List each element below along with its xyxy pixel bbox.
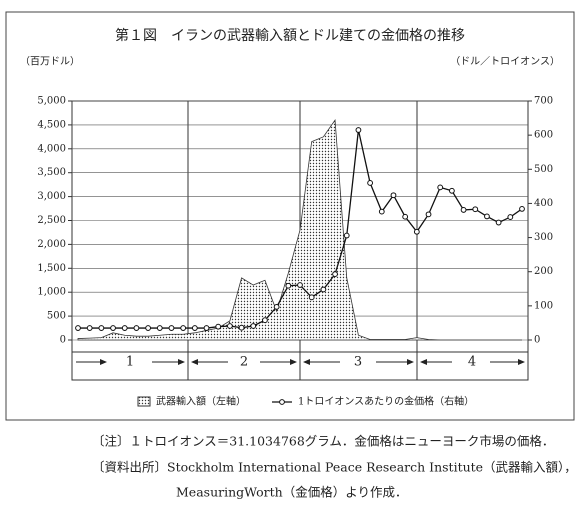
y2-tick-label: 100 xyxy=(534,300,553,311)
marker xyxy=(297,282,303,288)
marker xyxy=(367,180,374,186)
marker xyxy=(460,207,467,213)
y-tick-label: 0 xyxy=(60,335,66,346)
marker xyxy=(145,325,152,331)
marker xyxy=(437,184,444,191)
marker xyxy=(262,317,268,324)
marker xyxy=(250,323,257,329)
marker xyxy=(156,325,163,331)
marker xyxy=(133,325,140,331)
area xyxy=(77,118,522,341)
y-tick-label: 4,500 xyxy=(37,119,66,130)
y-tick-label: 1,500 xyxy=(37,263,66,274)
marker xyxy=(285,282,292,289)
marker xyxy=(495,219,502,226)
y-tick-label: 2,000 xyxy=(37,239,66,250)
marker xyxy=(308,294,315,301)
y2-tick-label: 400 xyxy=(534,198,553,209)
marker xyxy=(203,325,210,331)
marker xyxy=(413,228,420,235)
chart-frame xyxy=(5,11,575,421)
y-tick-label: 4,000 xyxy=(37,143,66,154)
y2-tick-label: 200 xyxy=(534,266,553,277)
period-label: 4 xyxy=(468,355,476,370)
legend-label: 武器輸入額（左軸） xyxy=(156,395,246,408)
marker xyxy=(168,325,175,331)
y-tick-label: 5,000 xyxy=(37,96,66,107)
marker xyxy=(484,213,490,220)
marker xyxy=(343,232,350,239)
marker xyxy=(507,214,514,220)
marker xyxy=(273,303,280,310)
marker xyxy=(75,325,81,331)
marker xyxy=(425,211,432,218)
legend-swatch xyxy=(137,396,151,407)
y2-tick-label: 0 xyxy=(534,335,540,346)
marker xyxy=(191,325,198,331)
y2-tick-label: 600 xyxy=(534,130,553,141)
y2-tick-label: 700 xyxy=(534,96,553,107)
period-label: 2 xyxy=(240,355,248,370)
marker xyxy=(121,325,128,331)
marker xyxy=(226,323,233,329)
y-tick-label: 3,500 xyxy=(37,167,66,178)
note: 〔資料出所〕Stockholm International Peace Rese… xyxy=(92,460,577,475)
marker xyxy=(180,325,187,331)
y-tick-label: 1,000 xyxy=(37,287,66,298)
period-label: 1 xyxy=(126,355,134,370)
y2-tick-label: 500 xyxy=(534,164,553,175)
chart-title: 第１図 イランの武器輸入額とドル建ての金価格の推移 xyxy=(115,27,465,44)
marker xyxy=(378,208,385,215)
marker xyxy=(519,205,525,212)
y2-tick-label: 300 xyxy=(534,232,553,243)
marker xyxy=(390,192,397,199)
note: MeasuringWorth（金価格）より作成． xyxy=(176,485,407,500)
period-label: 3 xyxy=(354,355,362,370)
marker xyxy=(332,271,338,278)
y-tick-label: 3,000 xyxy=(37,191,66,202)
y2-axis-label: （ドル／トロイオンス） xyxy=(450,56,560,68)
marker xyxy=(472,206,479,213)
marker xyxy=(448,187,455,194)
legend-label: 1トロイオンスあたりの金価格（右軸） xyxy=(298,395,474,408)
note: 〔注〕１トロイオンス＝31.1034768グラム．金価格はニューヨーク市場の価格… xyxy=(92,434,554,449)
legend-swatch xyxy=(279,399,285,405)
marker xyxy=(215,323,222,330)
marker xyxy=(355,127,362,133)
marker xyxy=(86,325,93,331)
marker xyxy=(402,213,409,220)
y-tick-label: 500 xyxy=(47,311,66,322)
y-axis-label: （百万ドル） xyxy=(20,56,80,68)
marker xyxy=(238,324,245,331)
marker xyxy=(320,286,327,293)
y-tick-label: 2,500 xyxy=(37,215,66,226)
marker xyxy=(98,325,105,331)
marker xyxy=(110,325,116,331)
